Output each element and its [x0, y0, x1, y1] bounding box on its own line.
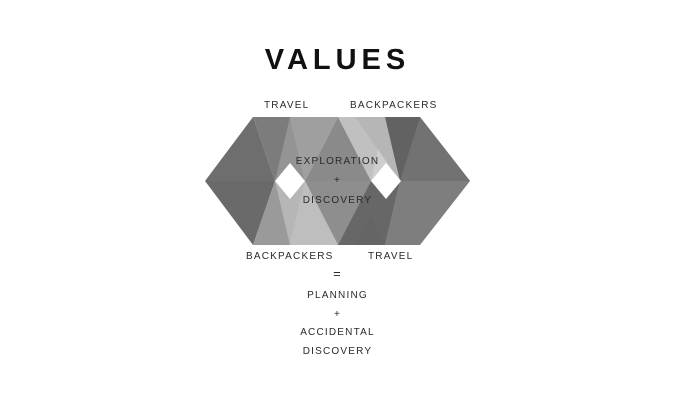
equation-line2: ACCIDENTAL: [300, 327, 375, 338]
center-diamond-bottom: [305, 181, 371, 245]
label-top-right: BACKPACKERS: [350, 100, 438, 111]
label-top-left: TRAVEL: [264, 100, 310, 111]
page-title: VALUES: [264, 44, 411, 76]
left-hex-bottom-left: [205, 181, 275, 245]
equation-plus: +: [333, 309, 342, 320]
center-text-line2: DISCOVERY: [302, 195, 373, 206]
center-text-line1: EXPLORATION: [295, 156, 380, 167]
equation-line1: PLANNING: [307, 290, 368, 301]
equals-sign: =: [333, 266, 342, 281]
label-bottom-right: TRAVEL: [368, 251, 414, 262]
center-text-plus: +: [333, 175, 342, 186]
left-cutout: [275, 163, 305, 199]
right-hex-bottom-mid: [385, 181, 470, 245]
left-hex-top-left: [205, 117, 275, 181]
label-bottom-left: BACKPACKERS: [246, 251, 334, 262]
equation-line3: DISCOVERY: [302, 346, 373, 357]
right-cutout: [371, 163, 401, 199]
center-diamond-top: [305, 117, 371, 181]
right-hex-top-right: [400, 117, 470, 181]
